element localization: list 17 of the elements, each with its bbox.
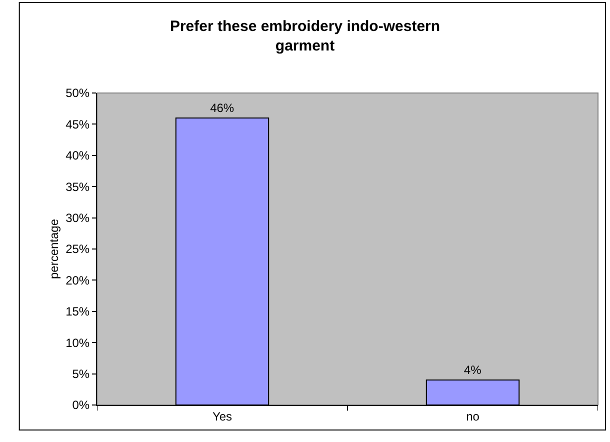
y-tick-label: 10% [66,336,90,350]
x-tick-label: Yes [212,409,232,424]
data-label: 46% [210,100,234,115]
y-tick-label: 20% [66,273,90,288]
y-tick-label: 25% [66,242,90,256]
chart-title: Prefer these embroidery indo-western garment [170,18,440,54]
y-axis-title: percentage [46,218,61,280]
y-tick-label: 30% [66,211,90,225]
data-label: 4% [464,363,482,378]
y-tick-label: 15% [66,304,90,319]
y-tick-label: 45% [66,117,90,132]
x-tick-label: no [466,409,480,424]
y-tick-label: 5% [72,367,90,381]
y-tick-label: 0% [72,398,90,412]
y-tick-label: 40% [66,148,90,163]
y-tick-label: 50% [66,86,90,100]
y-tick-label: 35% [66,180,90,194]
